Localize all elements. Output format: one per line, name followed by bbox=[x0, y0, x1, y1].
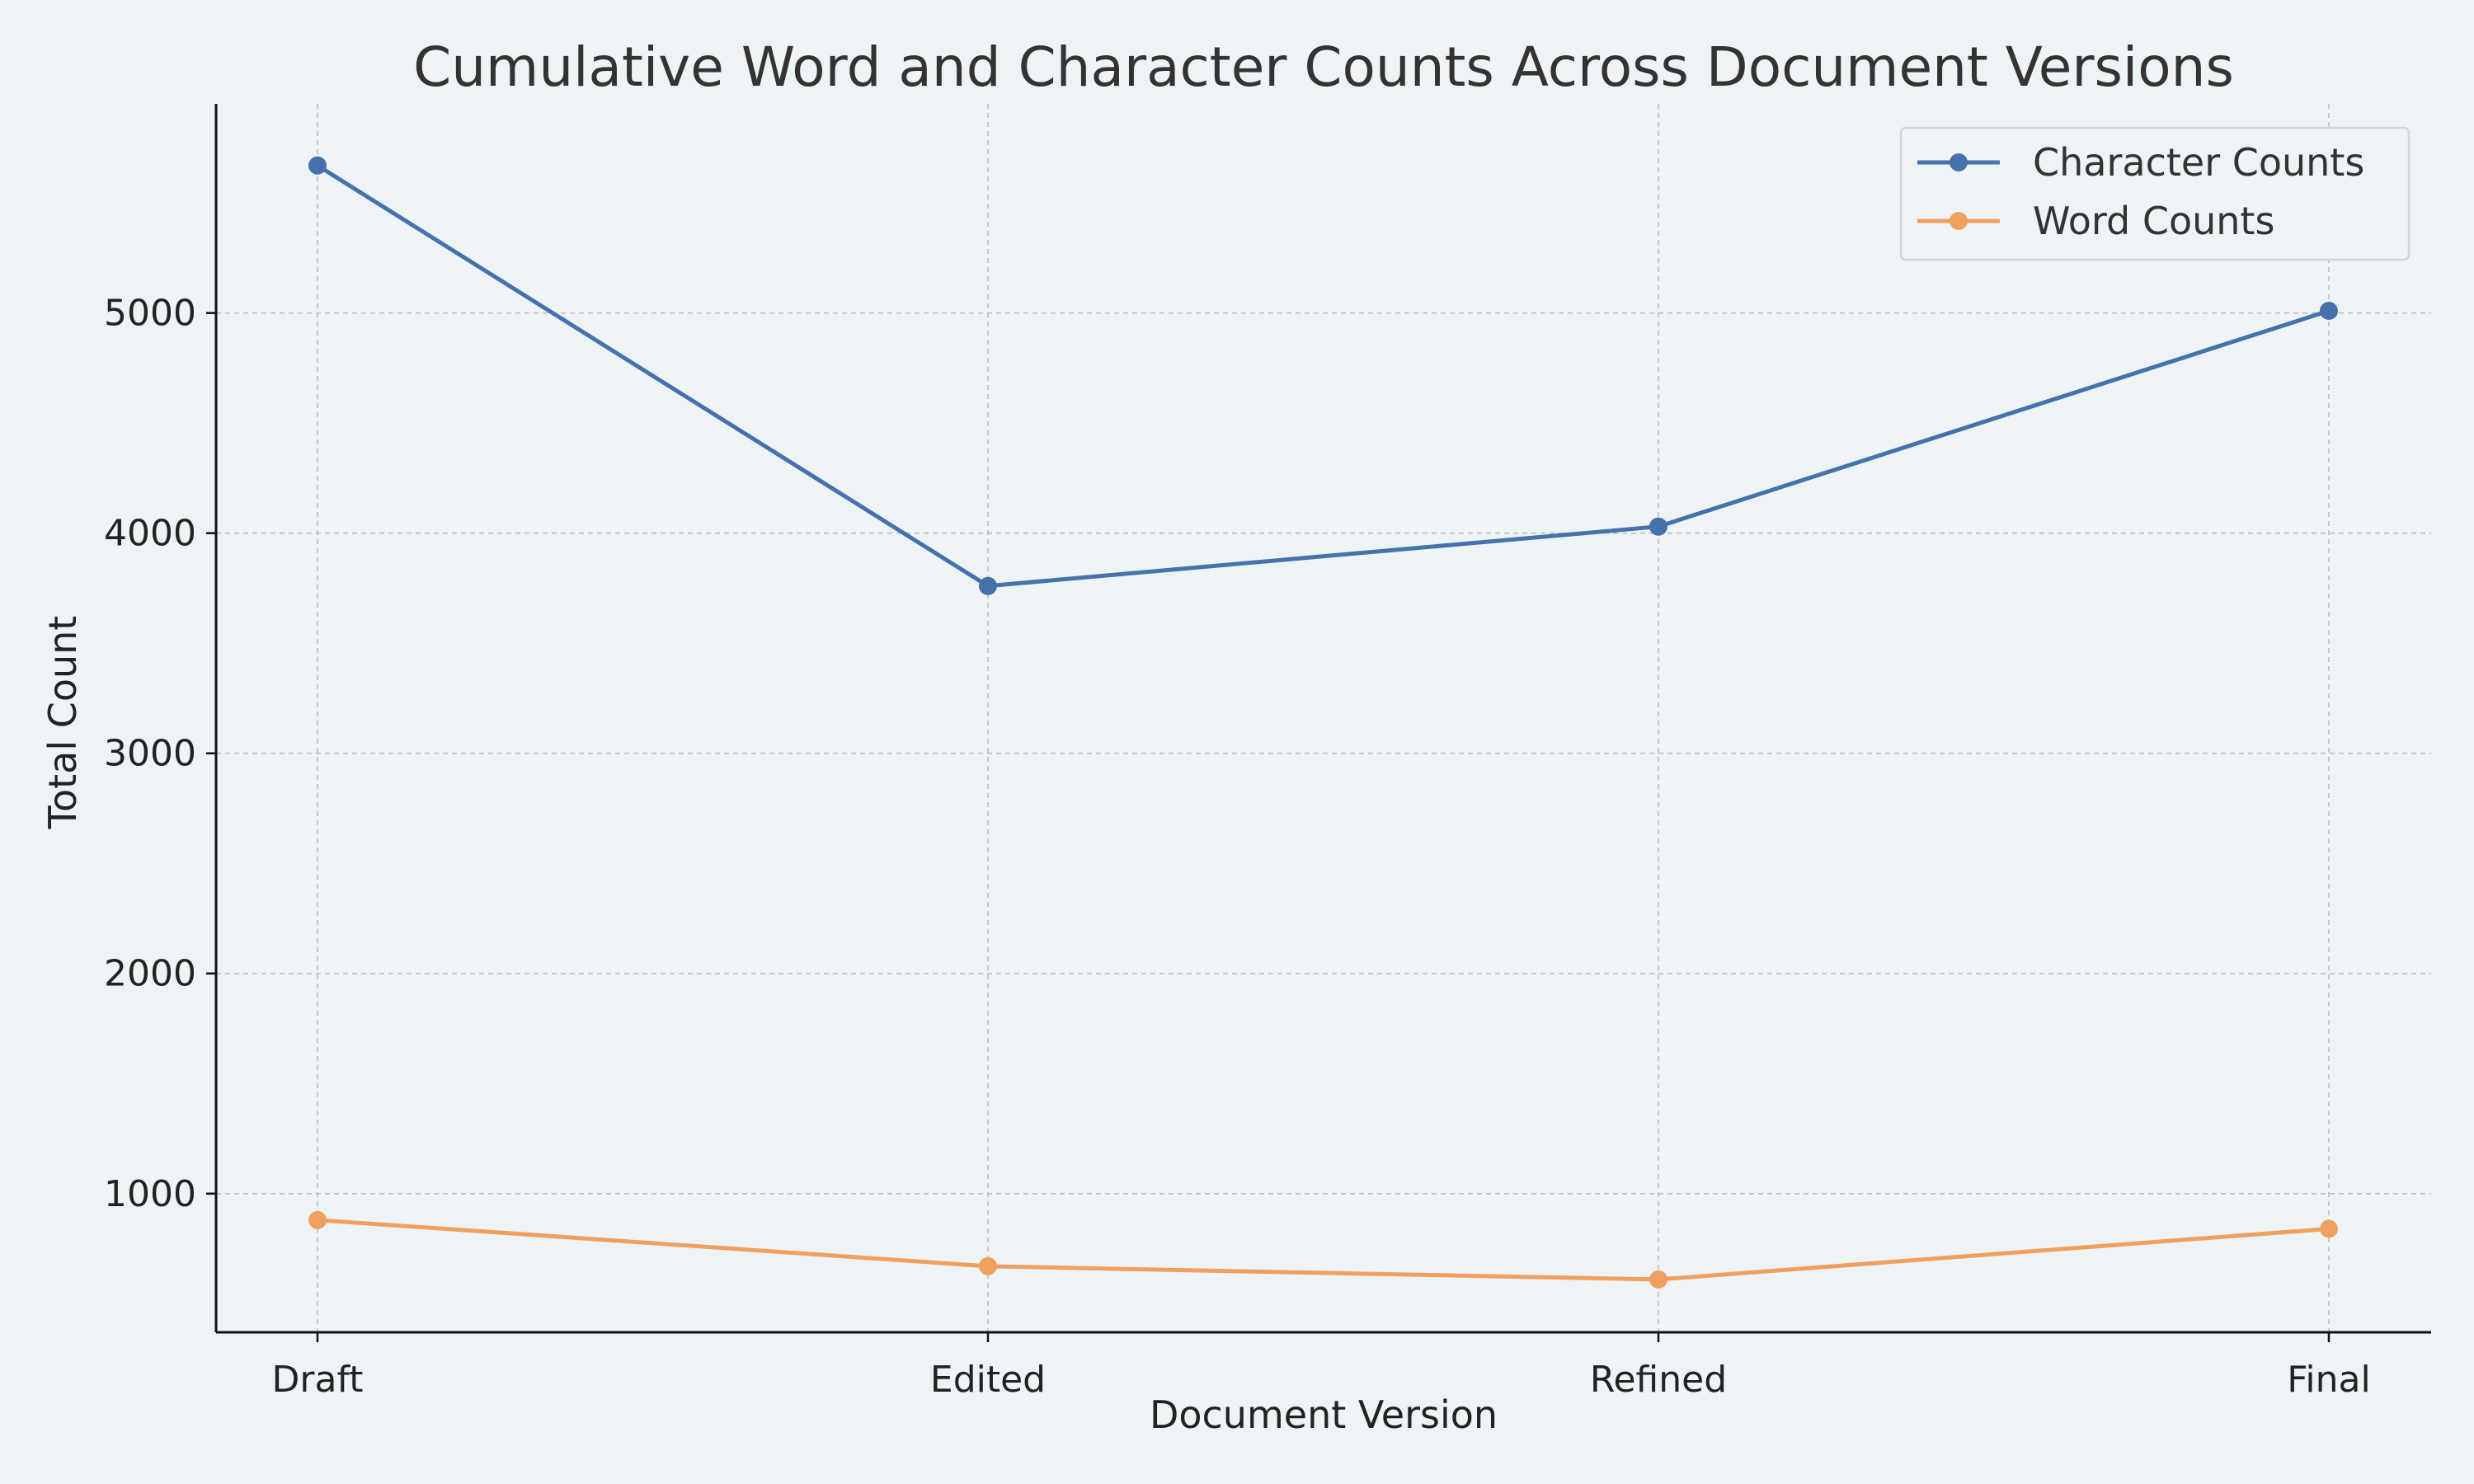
data-point-word-counts-edited bbox=[979, 1256, 997, 1275]
series-line-character-counts bbox=[315, 163, 2331, 589]
data-point-character-counts-final bbox=[2320, 302, 2338, 321]
data-point-word-counts-draft bbox=[308, 1210, 327, 1229]
grid-layer bbox=[216, 104, 2431, 1332]
series-layer bbox=[308, 156, 2338, 1289]
data-point-character-counts-draft bbox=[308, 156, 327, 175]
legend-marker-character-counts bbox=[1950, 153, 1968, 171]
data-point-character-counts-refined bbox=[1649, 517, 1667, 536]
axes-layer bbox=[214, 104, 2431, 1334]
ticks-layer: Draft Edited Refined Final 1000 2000 3000 4000 5… bbox=[104, 293, 2371, 1401]
chart-title: Cumulative Word and Character Counts Acr… bbox=[413, 35, 2234, 99]
series-line-word-counts bbox=[315, 1218, 2331, 1282]
data-point-character-counts-edited bbox=[979, 576, 997, 595]
x-tick-label-draft: Draft bbox=[272, 1359, 364, 1401]
x-tick-label-edited: Edited bbox=[930, 1359, 1046, 1401]
legend-marker-word-counts bbox=[1950, 212, 1968, 230]
y-tick-label-5000: 5000 bbox=[104, 293, 196, 335]
x-axis-title: Document Version bbox=[1150, 1392, 1498, 1437]
y-tick-label-1000: 1000 bbox=[104, 1173, 196, 1215]
y-tick-label-2000: 2000 bbox=[104, 953, 196, 995]
legend-box bbox=[1899, 126, 2411, 261]
x-tick-label-refined: Refined bbox=[1590, 1359, 1727, 1401]
data-point-word-counts-refined bbox=[1649, 1270, 1667, 1289]
legend: Character Counts Word Counts bbox=[1899, 126, 2411, 261]
x-tick-label-final: Final bbox=[2287, 1359, 2370, 1401]
y-tick-label-3000: 3000 bbox=[104, 733, 196, 775]
y-axis-title: Total Count bbox=[40, 616, 85, 830]
data-point-word-counts-final bbox=[2320, 1219, 2338, 1238]
legend-label-word-counts: Word Counts bbox=[2033, 199, 2274, 243]
legend-label-character-counts: Character Counts bbox=[2033, 140, 2364, 185]
y-tick-label-4000: 4000 bbox=[104, 513, 196, 555]
